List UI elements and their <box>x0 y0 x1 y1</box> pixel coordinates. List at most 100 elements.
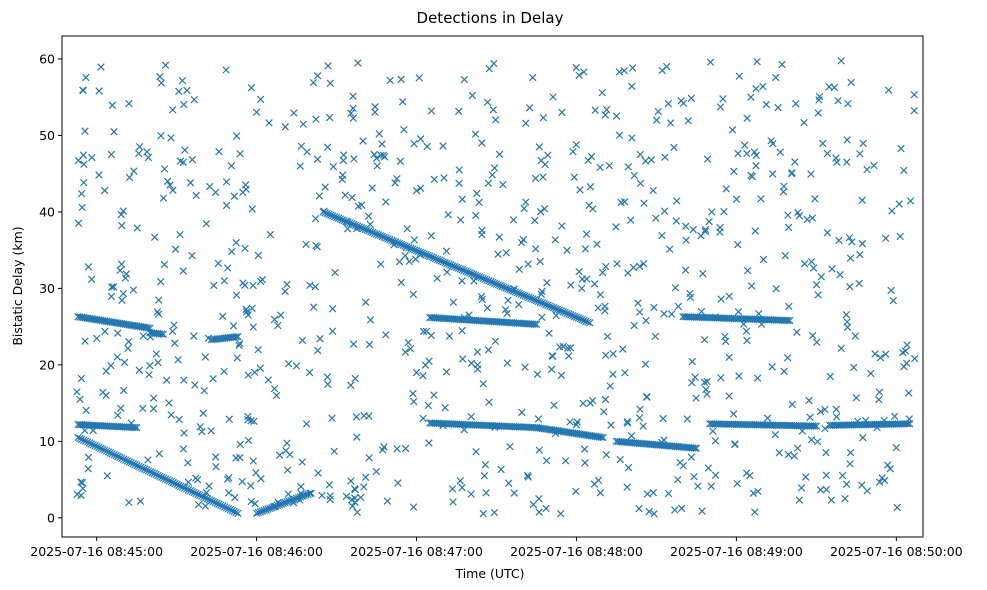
data-point <box>885 87 892 94</box>
data-point <box>735 308 742 315</box>
data-point <box>876 389 883 396</box>
data-point <box>532 175 539 182</box>
data-point <box>653 117 660 124</box>
y-tick-label: 0 <box>47 510 55 525</box>
data-point <box>168 135 175 142</box>
data-point <box>108 362 115 369</box>
data-point <box>78 190 85 197</box>
data-point <box>202 354 209 361</box>
data-point <box>636 263 643 270</box>
data-point <box>319 492 326 499</box>
data-point <box>829 266 836 273</box>
data-point <box>326 482 333 489</box>
data-point <box>121 359 128 366</box>
data-point <box>864 488 871 495</box>
data-point <box>376 131 383 138</box>
data-point <box>85 264 92 271</box>
data-point <box>597 164 604 171</box>
data-point <box>652 333 659 340</box>
data-point <box>890 297 897 304</box>
data-point <box>844 137 851 144</box>
data-point <box>257 96 264 103</box>
data-point <box>491 509 498 516</box>
data-point <box>860 140 867 147</box>
data-point <box>752 228 759 235</box>
data-point <box>710 428 717 435</box>
data-point <box>628 83 635 90</box>
data-point <box>673 218 680 225</box>
data-point <box>250 324 257 331</box>
y-tick-label: 10 <box>39 434 55 449</box>
data-point <box>608 422 615 429</box>
data-point <box>136 143 143 150</box>
data-point <box>366 454 373 461</box>
data-point <box>693 395 700 402</box>
data-point <box>245 437 252 444</box>
data-point <box>515 301 522 308</box>
data-point <box>549 353 556 360</box>
data-point <box>641 200 648 207</box>
data-point <box>576 268 583 275</box>
data-point <box>75 220 82 227</box>
y-axis-label: Bistatic Delay (km) <box>10 226 25 345</box>
data-point <box>314 347 321 354</box>
data-point <box>228 163 235 170</box>
data-point <box>139 405 146 412</box>
data-point <box>833 413 840 420</box>
data-point <box>486 399 493 406</box>
data-point <box>847 255 854 262</box>
data-point <box>77 396 84 403</box>
data-point <box>489 172 496 179</box>
data-point <box>581 69 588 76</box>
data-point <box>534 371 541 378</box>
data-point <box>459 356 466 363</box>
data-point <box>231 193 238 200</box>
data-point <box>284 281 291 288</box>
data-point <box>602 396 609 403</box>
data-point <box>118 222 125 229</box>
data-point <box>144 149 151 156</box>
data-point <box>85 454 92 461</box>
data-point <box>537 208 544 215</box>
data-point <box>651 304 658 311</box>
data-point <box>117 405 124 412</box>
data-point <box>156 450 163 457</box>
data-point <box>808 171 815 178</box>
data-point <box>753 85 760 92</box>
data-point <box>108 151 115 158</box>
data-point <box>114 412 121 419</box>
data-point <box>282 288 289 295</box>
data-point <box>843 311 850 318</box>
data-point <box>265 377 272 384</box>
data-point <box>410 291 417 298</box>
data-point <box>140 333 147 340</box>
data-point <box>624 484 631 491</box>
data-point <box>226 416 233 423</box>
data-point <box>251 369 258 376</box>
data-point <box>760 256 767 263</box>
data-point <box>78 375 85 382</box>
data-point <box>902 348 909 355</box>
data-point <box>398 279 405 286</box>
data-point <box>763 101 770 108</box>
chart-title: Detections in Delay <box>417 9 564 27</box>
data-point <box>79 204 86 211</box>
data-point <box>317 335 324 342</box>
data-point <box>597 489 604 496</box>
data-point <box>684 416 691 423</box>
data-point <box>306 369 313 376</box>
data-point <box>331 448 338 455</box>
data-point <box>250 458 257 465</box>
data-point <box>631 322 638 329</box>
data-point <box>643 394 650 401</box>
x-tick-label: 2025-07-16 08:48:00 <box>510 544 643 559</box>
data-point <box>846 283 853 290</box>
data-point <box>82 338 89 345</box>
data-point <box>212 189 219 196</box>
data-point <box>158 133 165 140</box>
data-point <box>248 84 255 91</box>
data-point <box>650 187 657 194</box>
data-point <box>674 476 681 483</box>
data-point <box>158 80 165 87</box>
data-point <box>352 375 359 382</box>
